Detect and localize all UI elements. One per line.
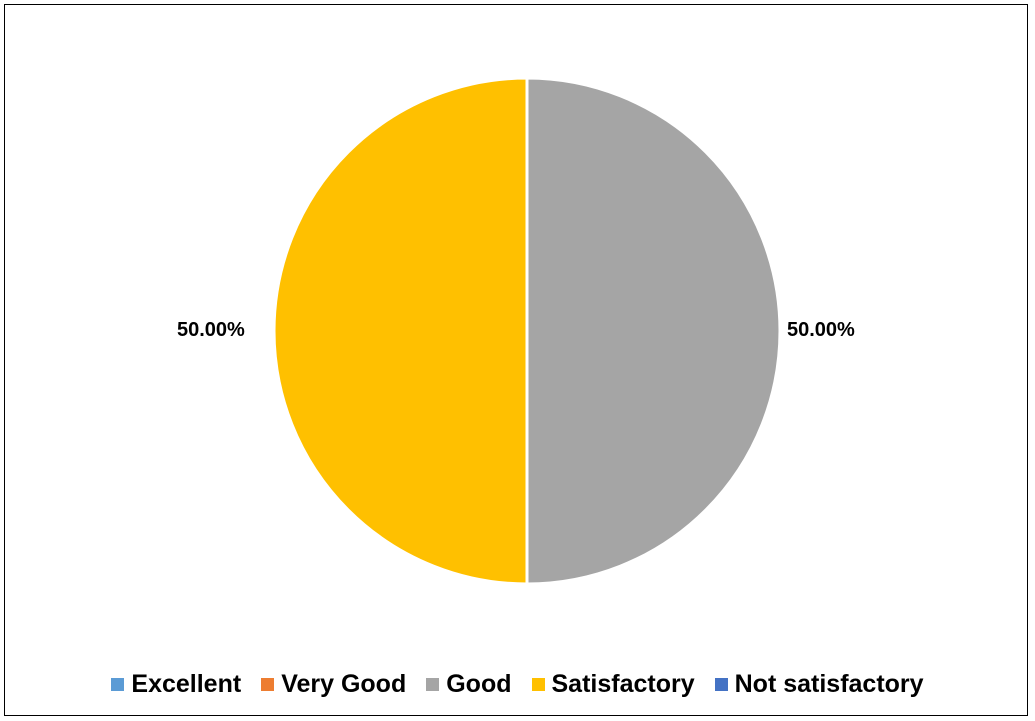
pie-slice-good	[525, 76, 782, 586]
legend-label-very-good: Very Good	[281, 669, 407, 698]
legend-label-not-satisfactory: Not satisfactory	[734, 669, 924, 698]
legend: Excellent Very Good Good Satisfactory Not sa…	[0, 668, 1035, 700]
data-label-satisfactory: 50.00%	[177, 319, 245, 341]
legend-item-not-satisfactory: Not satisfactory	[714, 669, 924, 699]
legend-item-excellent: Excellent	[111, 670, 241, 699]
legend-label-excellent: Excellent	[131, 669, 242, 698]
pie-slice-satisfactory	[272, 76, 529, 586]
legend-item-very-good: Very Good	[261, 670, 406, 699]
legend-item-satisfactory: Satisfactory	[531, 669, 695, 699]
legend-swatch-satisfactory	[531, 677, 545, 691]
legend-swatch-not-satisfactory	[714, 677, 728, 691]
pie-slices	[272, 76, 782, 586]
legend-swatch-good	[426, 677, 440, 691]
legend-label-good: Good	[446, 669, 512, 698]
legend-label-satisfactory: Satisfactory	[551, 669, 695, 698]
legend-swatch-excellent	[111, 677, 125, 691]
data-label-good: 50.00%	[787, 319, 855, 341]
legend-item-good: Good	[426, 669, 512, 699]
legend-swatch-very-good	[261, 677, 275, 691]
